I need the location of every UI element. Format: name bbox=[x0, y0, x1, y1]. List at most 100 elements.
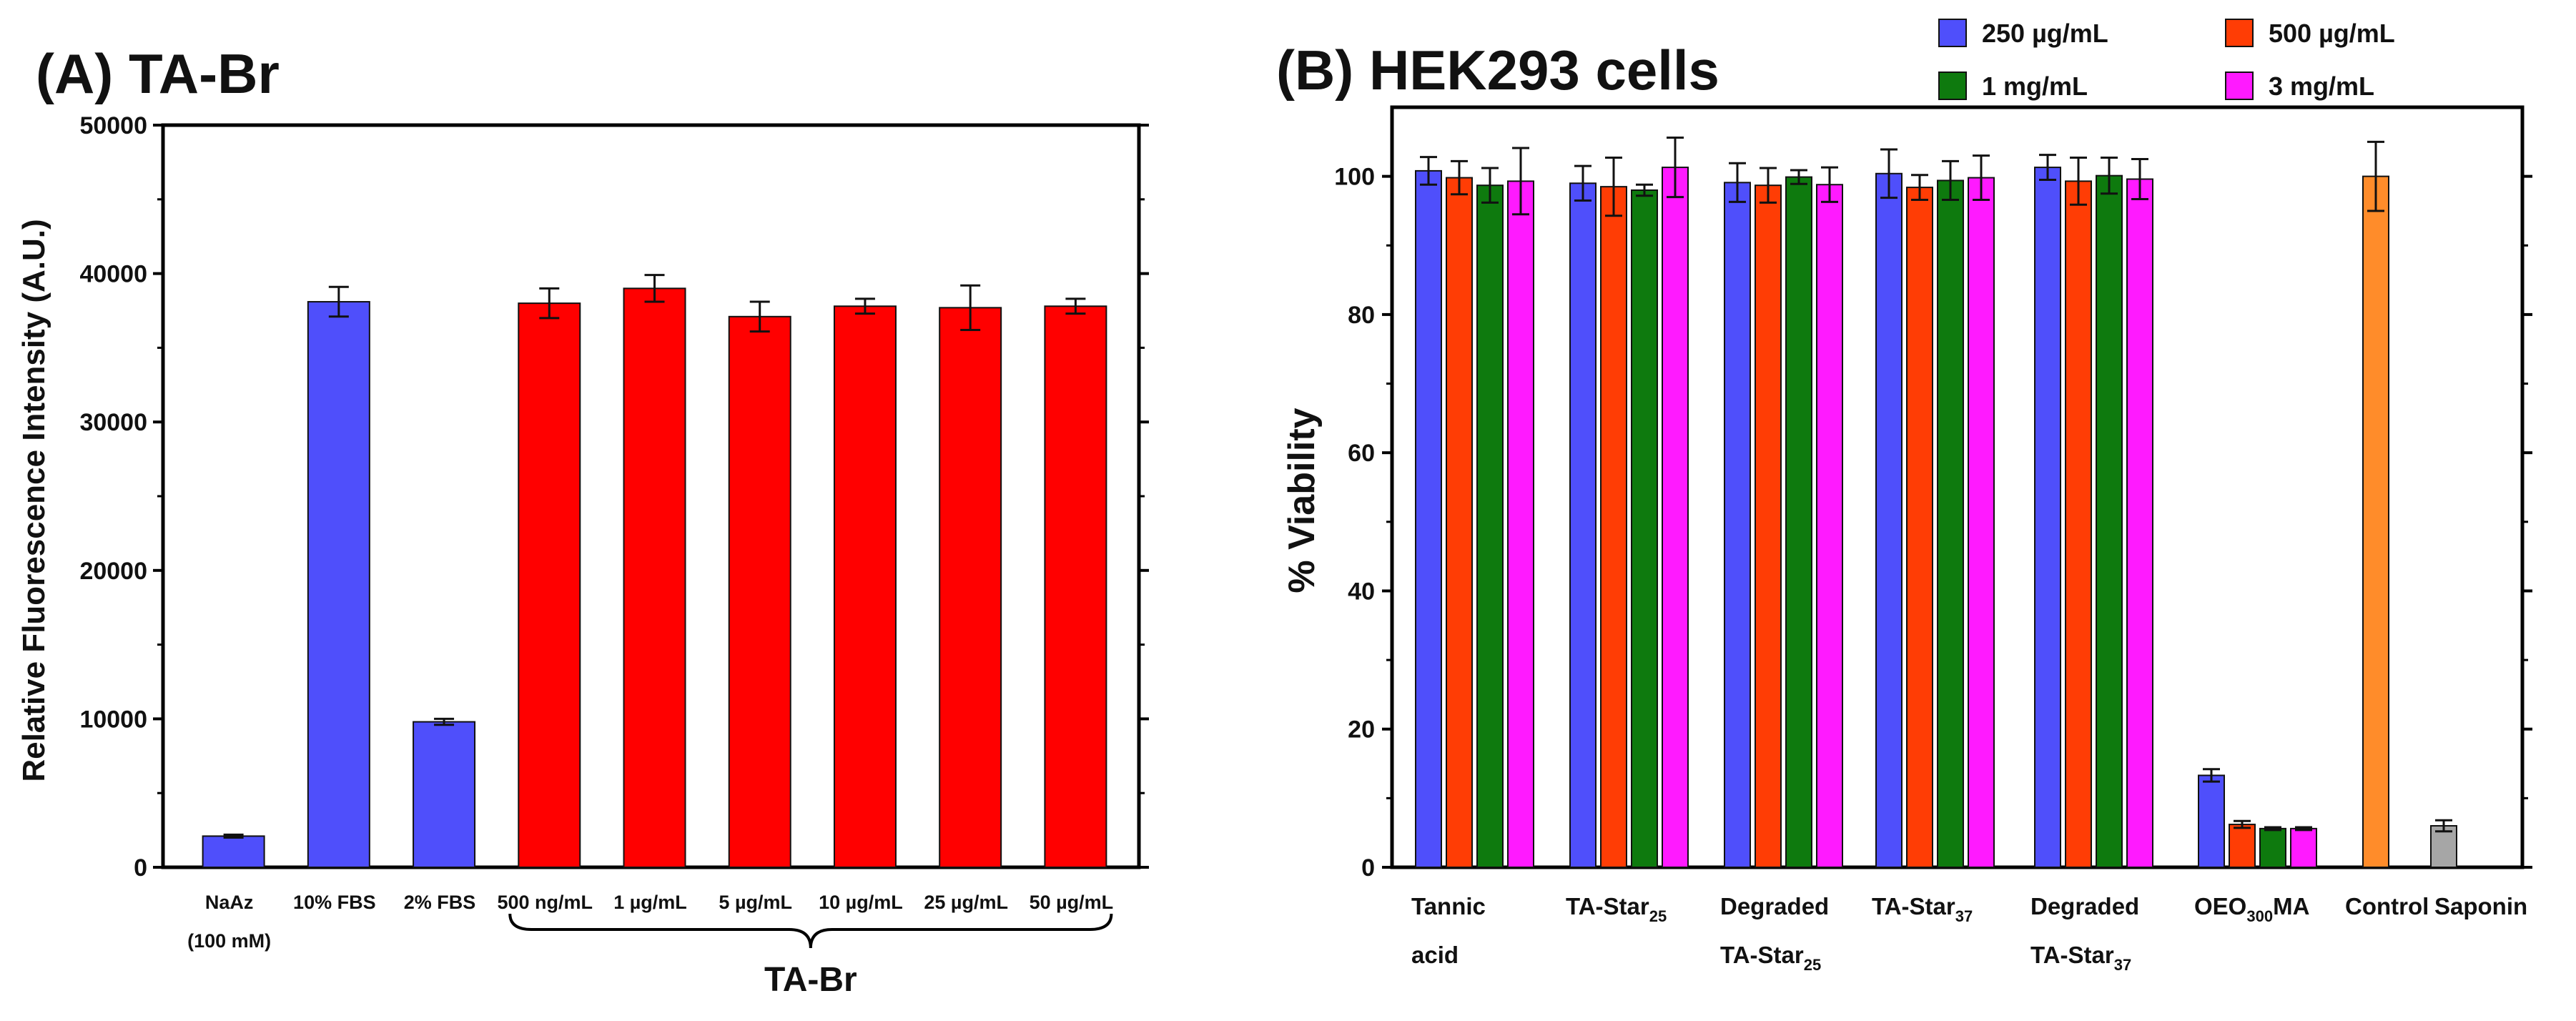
bar bbox=[307, 301, 370, 868]
error-bar bbox=[1667, 137, 1684, 199]
y-tick-label: 0 bbox=[134, 854, 147, 882]
legend-label: 500 µg/mL bbox=[2269, 19, 2395, 48]
error-bar bbox=[749, 300, 770, 333]
bar bbox=[728, 315, 791, 868]
legend-label: 250 µg/mL bbox=[1982, 19, 2108, 48]
x-tick-label: acid bbox=[1411, 942, 1459, 968]
legend-label: 3 mg/mL bbox=[2269, 71, 2374, 101]
panel-b-chart: (B) HEK293 cells % Viability 0 20 40 60 80 10… bbox=[1276, 19, 2532, 974]
error-bar bbox=[1729, 162, 1746, 203]
y-tick-label: 10000 bbox=[79, 706, 147, 733]
x-tick-label: 25 µg/mL bbox=[924, 892, 1008, 913]
legend-swatch bbox=[2225, 19, 2254, 47]
x-tick-label: NaAz bbox=[205, 892, 254, 913]
error-bar bbox=[1760, 167, 1777, 204]
x-tick-label: 5 µg/mL bbox=[719, 892, 792, 913]
error-bar bbox=[2131, 157, 2148, 201]
bar bbox=[1600, 186, 1627, 868]
bar bbox=[2065, 180, 2092, 869]
x-tick-label: TA-Star37 bbox=[2030, 942, 2131, 974]
error-bar bbox=[2039, 154, 2056, 181]
y-tick-label: 30000 bbox=[79, 409, 147, 436]
y-tick-label: 20 bbox=[1348, 716, 1375, 744]
bar bbox=[2034, 167, 2061, 869]
error-bar bbox=[1790, 169, 1807, 185]
x-tick-label: Control bbox=[2345, 893, 2429, 919]
x-tick-label: 500 ng/mL bbox=[498, 892, 593, 913]
x-tick-label: 10% FBS bbox=[293, 892, 376, 913]
x-tick-label: 1 µg/mL bbox=[613, 892, 687, 913]
bar bbox=[2259, 827, 2286, 869]
error-bar bbox=[2234, 819, 2251, 829]
error-bar bbox=[854, 297, 875, 315]
bar bbox=[1446, 177, 1473, 868]
legend-label: 1 mg/mL bbox=[1982, 71, 2088, 101]
bar bbox=[1937, 179, 1964, 868]
bar bbox=[1662, 167, 1689, 869]
bar bbox=[2096, 174, 2123, 869]
bar bbox=[1507, 180, 1534, 869]
control-bar bbox=[2362, 175, 2389, 869]
y-tick-label: 40 bbox=[1348, 578, 1375, 605]
x-tick-label: Degraded bbox=[1720, 893, 1829, 919]
bar bbox=[1906, 187, 1933, 868]
error-bar bbox=[1821, 166, 1838, 203]
bar bbox=[1875, 172, 1903, 868]
bar bbox=[833, 305, 897, 869]
bar bbox=[623, 287, 686, 868]
bar bbox=[413, 721, 476, 868]
error-bar bbox=[434, 717, 455, 726]
error-bar bbox=[2435, 819, 2452, 833]
bracket bbox=[508, 913, 1113, 949]
error-bar bbox=[1942, 159, 1959, 201]
bar bbox=[1631, 189, 1658, 868]
error-bar bbox=[2101, 157, 2118, 195]
x-tick-label: Degraded bbox=[2030, 893, 2139, 919]
x-tick-label: (100 mM) bbox=[187, 930, 271, 952]
y-tick-label: 40000 bbox=[79, 261, 147, 288]
legend-swatch bbox=[1938, 71, 1967, 100]
error-bar bbox=[1880, 148, 1898, 199]
bar bbox=[939, 307, 1002, 868]
bar bbox=[2229, 824, 2256, 868]
bar bbox=[1724, 182, 1751, 869]
error-bar bbox=[539, 287, 560, 320]
error-bar bbox=[2203, 768, 2220, 783]
legend: 250 µg/mL 500 µg/mL 1 mg/mL 3 mg/mL bbox=[1938, 19, 2395, 101]
legend-swatch bbox=[1938, 19, 1967, 47]
error-bar bbox=[2070, 157, 2087, 206]
x-tick-label: OEO300MA bbox=[2194, 893, 2309, 925]
error-bar bbox=[1636, 183, 1653, 197]
y-tick-label: 20000 bbox=[79, 558, 147, 585]
legend-swatch bbox=[2225, 71, 2254, 100]
x-tick-label: 10 µg/mL bbox=[819, 892, 903, 913]
error-bar bbox=[1911, 174, 1928, 201]
x-tick-label: TA-Star25 bbox=[1720, 942, 1821, 974]
x-tick-label: Tannic bbox=[1411, 893, 1486, 919]
error-bar bbox=[1451, 159, 1468, 196]
error-bar bbox=[1574, 164, 1592, 202]
bar bbox=[518, 302, 581, 868]
y-tick-label: 100 bbox=[1334, 164, 1375, 191]
bar bbox=[1415, 169, 1442, 868]
y-tick-label: 50000 bbox=[79, 112, 147, 139]
bar bbox=[1968, 177, 1995, 868]
bar bbox=[2198, 774, 2225, 868]
bar bbox=[1569, 182, 1597, 868]
error-bar bbox=[1420, 156, 1437, 186]
x-tick-label: TA-Star37 bbox=[1872, 893, 1973, 925]
panel-a-chart: (A) TA-Br Relative Fluorescence Intensit… bbox=[16, 42, 1149, 999]
x-tick-label: TA-Star25 bbox=[1566, 893, 1667, 925]
bar bbox=[2290, 827, 2317, 869]
x-tick-label: 50 µg/mL bbox=[1030, 892, 1114, 913]
error-bar bbox=[223, 833, 244, 839]
error-bar bbox=[2367, 140, 2384, 212]
x-tick-label: 2% FBS bbox=[404, 892, 476, 913]
error-bar bbox=[960, 284, 981, 331]
error-bar bbox=[644, 274, 665, 303]
y-tick-label: 0 bbox=[1361, 854, 1375, 882]
bar bbox=[1755, 184, 1782, 868]
panel-a-y-axis-title: Relative Fluorescence Intensity (A.U.) bbox=[16, 219, 51, 781]
y-tick-label: 80 bbox=[1348, 302, 1375, 329]
